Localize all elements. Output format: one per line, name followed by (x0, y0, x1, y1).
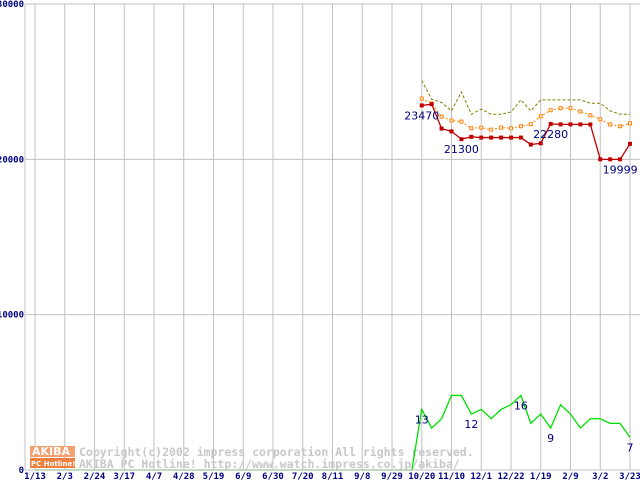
data-point-min (449, 129, 454, 134)
logo-bottom-bg (30, 458, 75, 468)
data-label: 19999 (603, 163, 638, 176)
data-point-average (608, 122, 613, 127)
x-tick-label: 7/20 (292, 472, 314, 480)
data-point-min (469, 134, 474, 139)
data-point-min (588, 122, 593, 127)
data-point-min (608, 157, 613, 162)
data-label: 7 (627, 441, 634, 454)
data-label: 21300 (444, 143, 479, 156)
data-point-min (548, 121, 553, 126)
x-tick-label: 6/30 (262, 472, 284, 480)
data-point-average (518, 124, 523, 129)
x-tick-label: 6/9 (235, 472, 251, 480)
data-point-average (439, 114, 444, 119)
url-text: AKIBA PC Hotline! http://www.watch.impre… (79, 457, 460, 471)
y-tick-label: 30000 (0, 0, 24, 10)
x-tick-label: 2/3 (57, 472, 73, 480)
data-point-min (568, 122, 573, 127)
data-label: 12 (464, 418, 478, 431)
data-point-average (548, 108, 553, 113)
x-tick-label: 1/13 (24, 472, 46, 480)
grid (25, 3, 640, 470)
data-label: 23470 (404, 109, 439, 122)
x-tick-label: 4/7 (146, 472, 162, 480)
x-tick-label: 1/19 (530, 472, 552, 480)
x-tick-label: 10/20 (408, 472, 435, 480)
data-label: 9 (547, 432, 554, 445)
logo-top-text: AKIBA (32, 445, 71, 458)
data-point-average (489, 127, 494, 132)
data-point-average (618, 124, 623, 129)
data-point-average (449, 118, 454, 123)
x-tick-label: 2/9 (562, 472, 578, 480)
data-point-min (479, 135, 484, 140)
x-tick-label: 3/2 (592, 472, 608, 480)
series-line-min (421, 103, 631, 160)
data-point-average (469, 126, 474, 131)
data-point-min (429, 102, 434, 107)
logo-bottom-text: PC Hotline! (31, 460, 75, 468)
data-point-min (578, 122, 583, 127)
data-point-min (439, 126, 444, 131)
data-point-min (598, 157, 603, 162)
data-point-average (479, 125, 484, 130)
data-point-average (598, 117, 603, 122)
x-tick-label: 12/1 (470, 472, 492, 480)
copyright-text: Copyright(c)2002 impress corporation All… (79, 445, 474, 459)
series (35, 80, 632, 471)
data-point-average (459, 119, 464, 124)
data-point-min (528, 142, 533, 147)
y-tick-label: 10000 (0, 311, 24, 321)
data-point-min (538, 141, 543, 146)
data-point-average (499, 125, 504, 130)
data-point-min (489, 135, 494, 140)
series-line-max (421, 80, 630, 115)
x-tick-label: 4/28 (173, 472, 195, 480)
data-point-average (578, 109, 583, 114)
data-label: 16 (514, 399, 528, 412)
data-point-average (628, 121, 632, 126)
data-point-average (558, 106, 563, 111)
x-tick-label: 3/17 (113, 472, 135, 480)
x-tick-label: 11/10 (438, 472, 465, 480)
x-tick-label: 12/22 (497, 472, 524, 480)
data-point-average (528, 122, 533, 127)
data-point-average (568, 106, 573, 111)
data-point-min (419, 103, 424, 108)
data-point-average (419, 96, 424, 101)
data-labels: 23470 21300 22280 19999 13 12 16 9 7 (404, 109, 637, 454)
data-point-average (588, 113, 593, 118)
x-tick-label: 9/29 (381, 472, 403, 480)
y-tick-label: 0 (19, 466, 24, 476)
y-tick-label: 20000 (0, 155, 24, 165)
x-tick-label: 3/23 (619, 472, 640, 480)
data-point-average (538, 114, 543, 119)
data-label: 22280 (533, 128, 568, 141)
x-tick-label: 2/24 (84, 472, 106, 480)
x-tick-label: 8/11 (322, 472, 344, 480)
watermark: AKIBA PC Hotline! Copyright(c)2002 impre… (30, 445, 474, 471)
data-point-min (558, 122, 563, 127)
series-line-shops (35, 394, 631, 471)
data-label: 13 (415, 413, 429, 426)
data-point-min (618, 157, 623, 162)
data-point-min (518, 135, 523, 140)
logo-top-bg (30, 446, 75, 457)
data-point-min (499, 135, 504, 140)
x-tick-label: 5/19 (203, 472, 225, 480)
data-point-min (628, 141, 632, 146)
x-tick-label: 9/8 (354, 472, 370, 480)
data-point-average (509, 126, 513, 131)
data-point-min (509, 135, 513, 140)
data-point-min (459, 137, 464, 142)
